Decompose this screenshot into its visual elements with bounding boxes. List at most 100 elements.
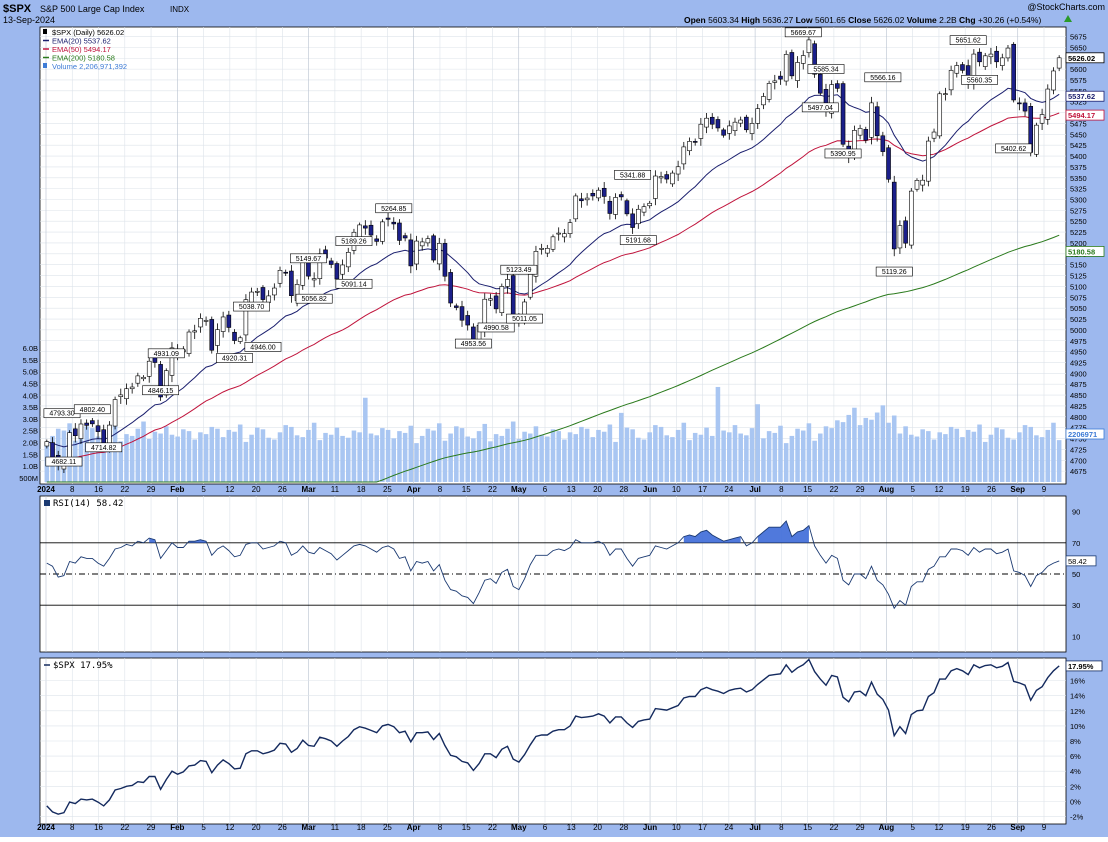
price-tick-label: 4700	[1070, 456, 1087, 465]
candle-body	[385, 217, 391, 220]
volume-bar	[573, 434, 579, 482]
ema200-line	[46, 234, 1060, 483]
candle-body	[442, 243, 448, 277]
volume-bar	[1039, 437, 1045, 482]
volume-bar	[254, 427, 260, 482]
volume-tick-label: 3.5B	[23, 403, 38, 412]
candle-body	[414, 240, 419, 265]
volume-bar	[198, 432, 203, 482]
volume-bar	[516, 438, 522, 482]
date-tick-label: 13	[567, 823, 576, 832]
annotation-label: 5651.62	[956, 38, 981, 45]
candle-body	[226, 314, 232, 328]
price-mark-box	[1065, 246, 1105, 257]
date-tick-label: Jun	[643, 823, 657, 832]
date-tick-label: 24	[724, 823, 733, 832]
candle-body	[556, 232, 561, 235]
volume-bar	[425, 428, 431, 482]
volume-bar	[567, 432, 573, 482]
candle-body	[1034, 124, 1039, 155]
candle-body	[647, 202, 652, 207]
date-tick-label: Jun	[643, 485, 657, 494]
candle-body	[425, 238, 431, 244]
price-annotation: 5669.67	[784, 27, 822, 38]
price-tick-label: 4900	[1070, 369, 1087, 378]
date-tick-label: 18	[357, 485, 366, 494]
volume-bar	[715, 386, 721, 482]
candle-body	[198, 318, 203, 328]
candle-body	[510, 275, 516, 315]
perf-tick-label: 10%	[1070, 722, 1085, 731]
candle-body	[431, 235, 436, 261]
volume-bar	[448, 433, 453, 482]
volume-bar	[226, 429, 232, 482]
index-name: S&P 500 Large Cap Index	[40, 4, 145, 14]
candle-body	[465, 315, 470, 326]
annotation-box	[216, 353, 253, 363]
volume-bar	[954, 428, 960, 482]
volume-tick-label: 2.0B	[23, 439, 38, 448]
volume-bar	[488, 441, 493, 482]
candle-body	[192, 330, 197, 333]
volume-bar	[550, 429, 556, 482]
volume-bar	[1022, 425, 1028, 482]
volume-bar	[169, 434, 175, 482]
annotation-label: 5566.16	[870, 75, 895, 82]
perf-tick-label: 2%	[1070, 782, 1081, 791]
candle-body	[118, 394, 124, 397]
price-annotation: 4802.40	[73, 404, 111, 415]
candle-body	[715, 119, 721, 129]
volume-bar	[459, 428, 465, 482]
volume-bar	[818, 433, 823, 482]
price-annotation: 5191.68	[619, 235, 657, 245]
price-annotation: 4682.11	[45, 456, 83, 467]
price-mark: 2206971	[1065, 428, 1105, 440]
volume-bar	[124, 434, 129, 482]
date-tick-label: 5	[910, 823, 915, 832]
date-tick-label: 9	[1042, 485, 1047, 494]
volume-bar	[436, 423, 442, 482]
date-tick-label: 8	[779, 485, 784, 494]
volume-bar	[107, 431, 112, 482]
volume-bar	[869, 419, 874, 482]
volume-bar	[897, 433, 903, 482]
date-tick-label: 19	[961, 823, 970, 832]
date-tick-label: 22	[120, 485, 129, 494]
date-tick-label: Apr	[407, 485, 421, 494]
price-annotation: 5119.26	[875, 266, 913, 277]
date-tick-label: 16	[94, 823, 103, 832]
volume-icon	[43, 63, 47, 68]
volume-bar	[744, 435, 749, 482]
candle-body	[914, 180, 920, 190]
volume-tick-label: 6.0B	[23, 344, 38, 353]
candle-body	[266, 295, 271, 303]
volume-bar	[300, 437, 306, 482]
candle-body	[95, 425, 101, 432]
candle-body	[272, 287, 277, 296]
candle-body	[653, 175, 658, 199]
watermark: @StockCharts.com	[1027, 2, 1105, 12]
date-tick-label: May	[511, 485, 527, 494]
legend-item: EMA(20) 5537.62	[43, 37, 111, 46]
candle-body	[584, 197, 590, 201]
perf-tick-label: 4%	[1070, 767, 1081, 776]
candle-body	[664, 174, 670, 180]
date-tick-label: Aug	[879, 485, 895, 494]
annotation-label: 5585.34	[813, 66, 838, 73]
date-tick-label: 20	[252, 485, 261, 494]
price-mark: 5626.02	[1065, 52, 1105, 64]
price-annotation: 5056.82	[295, 293, 333, 304]
price-tick-label: 5675	[1070, 33, 1087, 42]
candle-body	[636, 208, 641, 225]
candle-body	[607, 200, 613, 214]
volume-bar	[880, 405, 886, 482]
candle-body	[800, 55, 806, 64]
volume-bar	[562, 439, 567, 482]
price-mark-label: 5626.02	[1068, 54, 1095, 63]
volume-bar	[590, 437, 596, 482]
symbol-title: $SPX	[3, 3, 32, 15]
date-tick-label: 8	[70, 823, 75, 832]
candle-body	[237, 337, 243, 342]
volume-bar	[584, 428, 590, 482]
